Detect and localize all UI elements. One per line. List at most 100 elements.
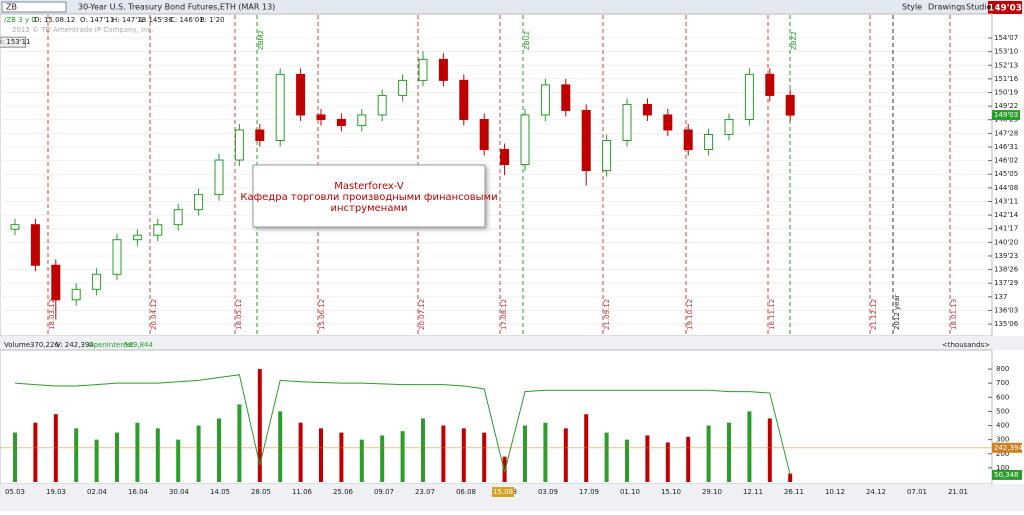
- candle-body: [377, 94, 387, 116]
- y-tick-label: 138'26: [994, 266, 1019, 274]
- y-tick-label: 151'16: [994, 75, 1019, 83]
- y-tick-label: 100: [996, 464, 1009, 472]
- high-label: Hi: 153'11: [0, 38, 31, 46]
- drawings-button[interactable]: Drawings: [928, 3, 965, 12]
- annotation-text: инструменами: [330, 203, 407, 214]
- volume-bar: [563, 428, 568, 482]
- info-field: /ZB 3 у D: [4, 16, 37, 24]
- candle-body: [112, 239, 122, 275]
- x-tick-label: 01.10: [620, 488, 640, 496]
- volume-bar: [298, 422, 303, 482]
- candle-body: [51, 264, 61, 301]
- volume-bar: [706, 425, 711, 482]
- y-tick-label: 144'08: [994, 184, 1018, 192]
- candle-body: [540, 84, 550, 116]
- date-label: 19.10.12: [686, 299, 694, 330]
- candle-body: [30, 224, 40, 266]
- watermark: 2012 © TD Ameritrade IP Company, Inc.: [12, 26, 154, 34]
- y-tick-label: 142'14: [994, 211, 1019, 219]
- candle-body: [316, 114, 326, 120]
- price-panel: [0, 13, 993, 337]
- candle-body: [663, 114, 673, 131]
- last-price: 149'03: [988, 4, 1022, 14]
- candle-body: [357, 114, 367, 126]
- candle-body: [683, 129, 693, 151]
- volume-bar: [400, 431, 405, 482]
- volume-bar: [257, 369, 262, 482]
- x-tick-label: 14.05: [210, 488, 230, 496]
- volume-bar: [380, 435, 385, 482]
- info-field: C: 146'01: [170, 16, 204, 24]
- candle-body: [561, 84, 571, 111]
- style-button[interactable]: Style: [902, 3, 922, 12]
- level-label: 50,348: [994, 471, 1019, 479]
- annotation-box: [252, 164, 486, 228]
- volume-bar: [13, 432, 17, 482]
- y-tick-label: 153'10: [994, 48, 1018, 56]
- x-tick-label: 12.11: [743, 488, 763, 496]
- volume-bar: [115, 432, 119, 482]
- volume-bar: [237, 404, 242, 482]
- volume-bar: [278, 411, 283, 482]
- volume-bar: [543, 422, 548, 482]
- volume-bar: [788, 473, 793, 482]
- candle-body: [92, 273, 102, 290]
- level-box: [992, 469, 1022, 480]
- volume-bar: [645, 435, 650, 482]
- cursor-label: 15.08: [493, 488, 513, 496]
- volume-bar: [421, 418, 425, 482]
- candle-body: [194, 194, 204, 211]
- y-tick-label: 600: [996, 393, 1009, 401]
- level-box: [992, 442, 1022, 453]
- x-tick-label: 23.07: [415, 488, 435, 496]
- x-tick-label: 11.06: [292, 488, 313, 496]
- x-tick-label: 16.04: [128, 488, 149, 496]
- volume-bar: [625, 439, 629, 482]
- studies-button[interactable]: Studies: [966, 3, 996, 12]
- x-tick-label: 30.04: [169, 488, 190, 496]
- date-label: 18.03.12: [48, 299, 56, 330]
- contract-label: ZBU2: [523, 31, 531, 50]
- candle-body: [214, 159, 224, 196]
- volume-header-field: V: 242,394: [56, 341, 94, 349]
- y-tick-label: 400: [996, 422, 1009, 430]
- date-label: 17.08.12: [500, 299, 508, 330]
- x-tick-label: 10.12: [825, 488, 845, 496]
- volume-bar: [155, 428, 160, 482]
- volume-bar: [135, 422, 140, 482]
- volume-bar: [196, 425, 201, 482]
- y-tick-label: 145'05: [994, 170, 1018, 178]
- y-tick-label: 147'28: [994, 129, 1018, 137]
- volume-header-field: Volume: [4, 341, 30, 349]
- y-tick-label: 500: [996, 407, 1009, 415]
- x-tick-label: 02.04: [87, 488, 108, 496]
- volume-bar: [665, 442, 670, 482]
- x-tick-label: 15.10: [661, 488, 681, 496]
- y-tick-label: 700: [996, 379, 1009, 387]
- candle-body: [438, 58, 448, 81]
- volume-bar: [502, 456, 507, 482]
- symbol-input[interactable]: [1, 1, 67, 13]
- last-box: [992, 110, 1020, 121]
- candle-body: [418, 58, 428, 81]
- x-tick-label: 09.07: [374, 488, 394, 496]
- info-field: R: 1'20: [200, 16, 225, 24]
- annotation-text: Masterforex-V: [334, 181, 404, 192]
- y-tick-label: 143'11: [994, 197, 1018, 205]
- y-tick-label: 140'20: [994, 238, 1018, 246]
- volume-bar: [33, 422, 38, 482]
- candle-body: [744, 73, 754, 120]
- description: 30-Year U.S. Treasury Bond Futures,ETH (…: [78, 3, 275, 12]
- volume-bar: [461, 428, 466, 482]
- volume-bar: [523, 425, 527, 482]
- candle-body: [10, 224, 20, 230]
- volume-bar: [441, 425, 446, 482]
- x-tick-label: 24.12: [866, 488, 886, 496]
- candle-body: [459, 79, 469, 120]
- volume-bar: [217, 418, 221, 482]
- y-tick-label: 154'07: [994, 34, 1018, 42]
- info-field: O: 147'11: [80, 16, 114, 24]
- candle-body: [520, 114, 530, 166]
